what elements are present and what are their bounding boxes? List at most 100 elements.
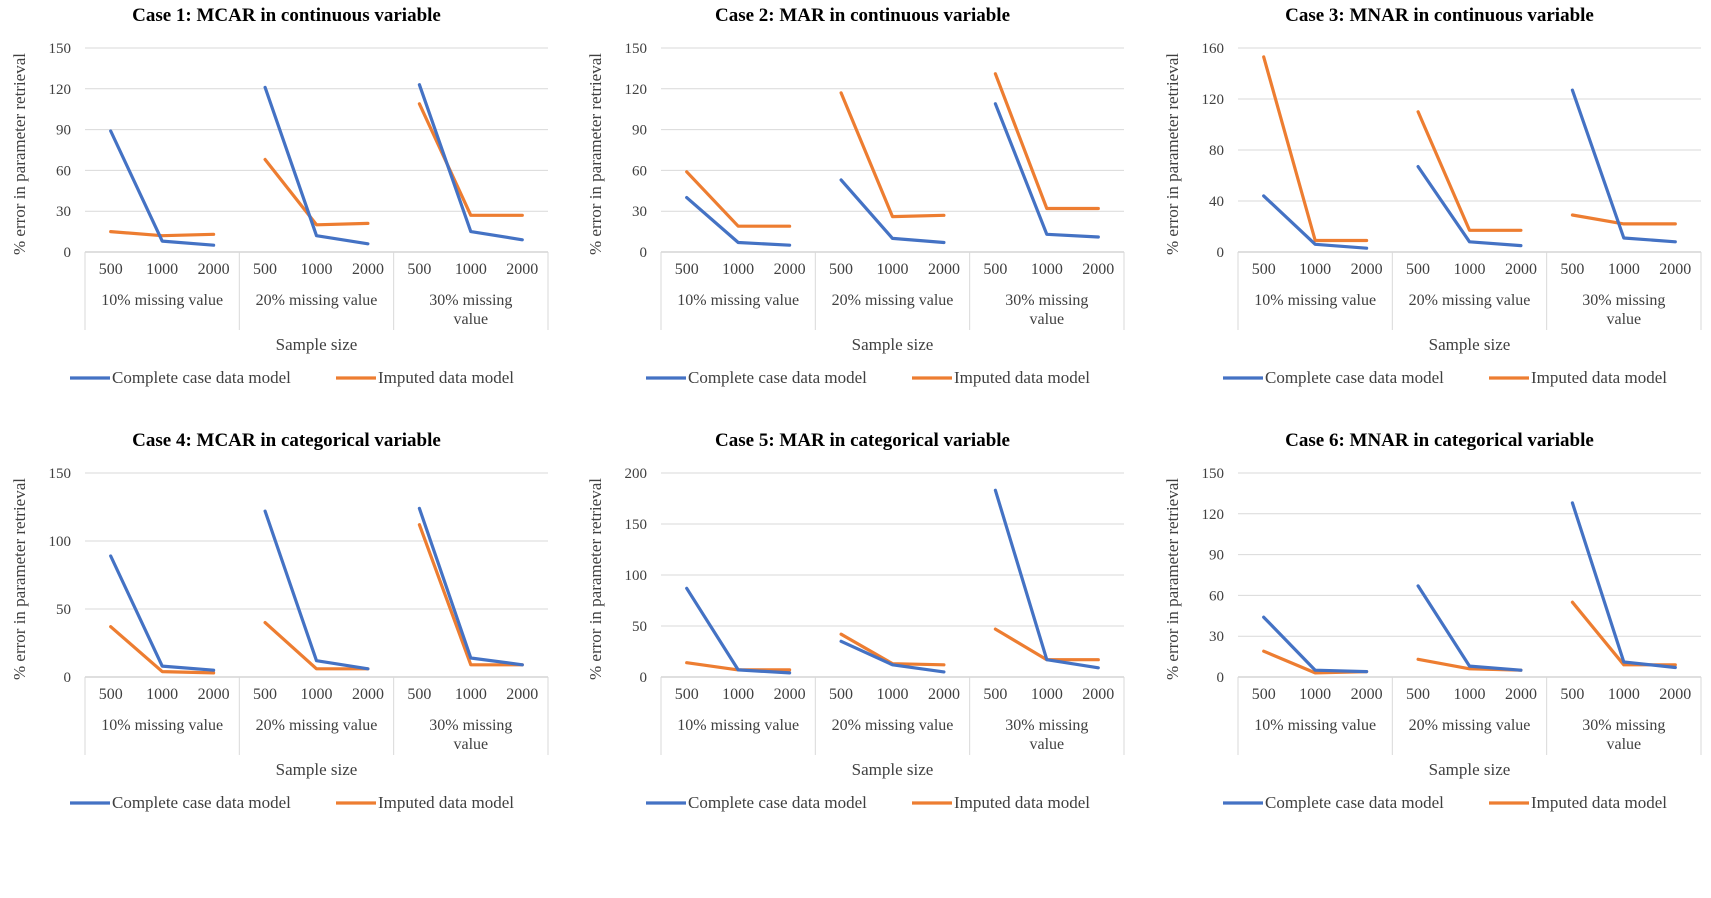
x-tick-label: 1000: [1454, 261, 1486, 278]
y-tick-label: 120: [1202, 92, 1225, 108]
x-tick-label: 500: [983, 686, 1007, 703]
x-tick-label: 500: [1252, 261, 1276, 278]
chart-title: Case 3: MNAR in continuous variable: [1285, 5, 1594, 26]
y-tick-label: 120: [49, 82, 72, 98]
group-label: 30% missing: [429, 292, 512, 309]
series-imputed-line-1: [111, 232, 214, 236]
group-label: 30% missing: [1005, 292, 1088, 309]
series-complete-line-2: [1418, 167, 1521, 246]
x-tick-label: 500: [983, 261, 1007, 278]
legend-label: Complete case data model: [1265, 793, 1444, 812]
x-tick-label: 1000: [1031, 686, 1063, 703]
y-tick-label: 150: [1202, 466, 1225, 482]
x-tick-label: 500: [1252, 686, 1276, 703]
group-label: 20% missing value: [256, 717, 378, 734]
legend-label: Complete case data model: [688, 793, 867, 812]
x-tick-label: 1000: [146, 686, 178, 703]
series-imputed-line-2: [1418, 112, 1521, 231]
y-tick-label: 160: [1202, 41, 1225, 57]
group-label: value: [1607, 311, 1642, 328]
x-tick-label: 500: [675, 261, 699, 278]
series-imputed-line-3: [419, 525, 522, 665]
y-tick-label: 0: [64, 670, 72, 686]
x-tick-label: 1000: [455, 686, 487, 703]
x-tick-label: 2000: [774, 261, 806, 278]
chart-title: Case 2: MAR in continuous variable: [715, 5, 1010, 26]
x-tick-label: 1000: [1299, 686, 1331, 703]
x-tick-label: 500: [1406, 686, 1430, 703]
series-complete-line-1: [1264, 617, 1367, 671]
x-tick-label: 1000: [301, 261, 333, 278]
x-tick-label: 500: [1560, 261, 1584, 278]
chart-panel-6: Case 6: MNAR in categorical variable0306…: [1163, 430, 1701, 812]
x-tick-label: 2000: [774, 686, 806, 703]
group-label: value: [1030, 311, 1065, 328]
y-axis-label: % error in parameter retrieval: [586, 478, 605, 680]
series-imputed-line-3: [1572, 215, 1675, 224]
x-axis-label: Sample size: [1429, 335, 1511, 354]
x-tick-label: 500: [829, 686, 853, 703]
y-tick-label: 100: [625, 568, 648, 584]
x-tick-label: 1000: [877, 261, 909, 278]
series-imputed-line-2: [265, 160, 368, 225]
x-tick-label: 500: [1560, 686, 1584, 703]
y-tick-label: 0: [1217, 670, 1225, 686]
chart-panel-1: Case 1: MCAR in continuous variable03060…: [10, 5, 548, 387]
series-complete-line-1: [111, 556, 214, 670]
x-tick-label: 2000: [928, 686, 960, 703]
x-tick-label: 500: [253, 261, 277, 278]
legend-label: Complete case data model: [688, 368, 867, 387]
y-tick-label: 30: [56, 204, 71, 220]
x-tick-label: 2000: [198, 686, 230, 703]
series-complete-line-3: [995, 490, 1098, 668]
y-tick-label: 150: [49, 41, 72, 57]
legend-label: Imputed data model: [1531, 793, 1667, 812]
x-tick-label: 1000: [1608, 261, 1640, 278]
y-tick-label: 100: [49, 534, 72, 550]
y-tick-label: 60: [632, 163, 647, 179]
y-axis-label: % error in parameter retrieval: [586, 53, 605, 255]
chart-title: Case 4: MCAR in categorical variable: [132, 430, 441, 451]
group-label: 10% missing value: [1254, 717, 1376, 734]
group-label: 10% missing value: [1254, 292, 1376, 309]
group-label: value: [1030, 736, 1065, 753]
series-complete-line-2: [265, 87, 368, 243]
x-tick-label: 500: [675, 686, 699, 703]
x-tick-label: 1000: [722, 686, 754, 703]
legend-label: Imputed data model: [378, 368, 514, 387]
x-axis-label: Sample size: [1429, 760, 1511, 779]
x-tick-label: 2000: [928, 261, 960, 278]
y-tick-label: 0: [1217, 245, 1225, 261]
group-label: 20% missing value: [1409, 292, 1531, 309]
x-tick-label: 500: [99, 686, 123, 703]
y-tick-label: 30: [632, 204, 647, 220]
group-label: value: [454, 311, 489, 328]
x-tick-label: 1000: [877, 686, 909, 703]
x-tick-label: 2000: [506, 686, 538, 703]
series-complete-line-1: [111, 131, 214, 245]
x-tick-label: 1000: [1299, 261, 1331, 278]
y-tick-label: 120: [625, 82, 648, 98]
series-complete-line-2: [1418, 586, 1521, 670]
y-axis-label: % error in parameter retrieval: [1163, 53, 1182, 255]
chart-panel-5: Case 5: MAR in categorical variable 0 50 10…: [586, 430, 1124, 812]
y-tick-label: 150: [49, 466, 72, 482]
y-axis-label: % error in parameter retrieval: [10, 478, 29, 680]
y-axis-label: % error in parameter retrieval: [1163, 478, 1182, 680]
series-imputed-line-3: [419, 104, 522, 216]
series-imputed-line-1: [687, 172, 790, 226]
chart-panel-4: Case 4: MCAR in categorical variable 0 50 1…: [10, 430, 548, 812]
series-complete-line-2: [265, 511, 368, 669]
series-complete-line-1: [687, 588, 790, 673]
x-tick-label: 1000: [722, 261, 754, 278]
y-tick-label: 0: [640, 245, 648, 261]
x-tick-label: 500: [1406, 261, 1430, 278]
group-label: 20% missing value: [1409, 717, 1531, 734]
series-complete-line-3: [419, 508, 522, 664]
x-tick-label: 500: [407, 686, 431, 703]
x-tick-label: 2000: [1082, 686, 1114, 703]
x-tick-label: 1000: [1031, 261, 1063, 278]
group-label: 20% missing value: [832, 292, 954, 309]
x-tick-label: 2000: [352, 261, 384, 278]
y-tick-label: 0: [640, 670, 648, 686]
